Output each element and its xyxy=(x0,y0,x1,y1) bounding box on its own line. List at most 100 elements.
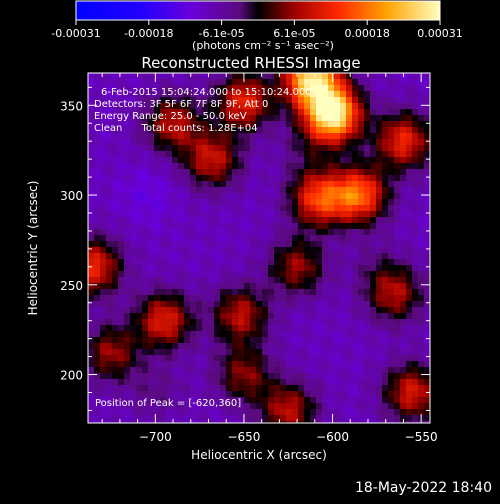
heatmap-cell xyxy=(400,199,407,206)
heatmap-cell xyxy=(154,325,161,332)
heatmap-cell xyxy=(370,127,377,134)
heatmap-cell xyxy=(322,355,329,362)
heatmap-cell xyxy=(268,295,275,302)
heatmap-cell xyxy=(142,79,149,86)
heatmap-cell xyxy=(166,415,173,422)
heatmap-cell xyxy=(334,85,341,92)
heatmap-cell xyxy=(382,121,389,128)
heatmap-cell xyxy=(196,169,203,176)
heatmap-cell xyxy=(244,367,251,374)
heatmap-cell xyxy=(244,409,251,416)
heatmap-cell xyxy=(322,331,329,338)
heatmap-cell xyxy=(214,247,221,254)
heatmap-cell xyxy=(334,199,341,206)
heatmap-cell xyxy=(88,277,95,284)
heatmap-cell xyxy=(286,373,293,380)
heatmap-cell xyxy=(274,271,281,278)
heatmap-cell xyxy=(130,115,137,122)
heatmap-cell xyxy=(184,277,191,284)
heatmap-cell xyxy=(316,91,323,98)
heatmap-cell xyxy=(412,283,419,290)
heatmap-cell xyxy=(106,169,113,176)
heatmap-cell xyxy=(94,97,101,104)
heatmap-cell xyxy=(250,301,257,308)
heatmap-cell xyxy=(256,391,263,398)
heatmap-cell xyxy=(364,139,371,146)
heatmap-cell xyxy=(226,367,233,374)
heatmap-cell xyxy=(412,409,419,416)
heatmap-cell xyxy=(154,175,161,182)
heatmap-cell xyxy=(256,235,263,242)
heatmap-cell xyxy=(286,73,293,80)
heatmap-cell xyxy=(232,187,239,194)
heatmap-cell xyxy=(322,415,329,422)
heatmap-cell xyxy=(304,415,311,422)
heatmap-cell xyxy=(394,397,401,404)
heatmap-cell xyxy=(274,187,281,194)
heatmap-cell xyxy=(118,313,125,320)
heatmap-cell xyxy=(88,421,95,423)
heatmap-cell xyxy=(94,283,101,290)
heatmap-cell xyxy=(412,169,419,176)
heatmap-cell xyxy=(220,133,227,140)
heatmap-cell xyxy=(358,175,365,182)
heatmap-cell xyxy=(148,199,155,206)
heatmap-cell xyxy=(148,205,155,212)
heatmap-cell xyxy=(250,253,257,260)
heatmap-cell xyxy=(184,139,191,146)
heatmap-cell xyxy=(148,319,155,326)
heatmap-cell xyxy=(160,205,167,212)
heatmap-cell xyxy=(418,211,425,218)
heatmap-cell xyxy=(130,373,137,380)
heatmap-cell xyxy=(328,271,335,278)
heatmap-cell xyxy=(292,151,299,158)
heatmap-cell xyxy=(412,415,419,422)
heatmap-cell xyxy=(136,163,143,170)
heatmap-cell xyxy=(376,265,383,272)
heatmap-cell xyxy=(298,241,305,248)
heatmap-cell xyxy=(142,379,149,386)
heatmap-cell xyxy=(358,349,365,356)
heatmap-cell xyxy=(178,283,185,290)
heatmap-cell xyxy=(358,157,365,164)
heatmap-cell xyxy=(262,103,269,110)
heatmap-cell xyxy=(400,211,407,218)
heatmap-cell xyxy=(142,85,149,92)
heatmap-cell xyxy=(142,295,149,302)
heatmap-cell xyxy=(100,247,107,254)
colorbar-tick-label: -6.1e-05 xyxy=(198,27,244,40)
heatmap-cell xyxy=(142,157,149,164)
heatmap-cell xyxy=(388,409,395,416)
heatmap-cell xyxy=(208,373,215,380)
heatmap-cell xyxy=(412,181,419,188)
heatmap-cell xyxy=(316,397,323,404)
heatmap-cell xyxy=(208,277,215,284)
heatmap-cell xyxy=(388,391,395,398)
heatmap-cell xyxy=(400,151,407,158)
heatmap-cell xyxy=(376,355,383,362)
heatmap-cell xyxy=(352,265,359,272)
heatmap-cell xyxy=(394,211,401,218)
heatmap-cell xyxy=(220,373,227,380)
heatmap-cell xyxy=(322,169,329,176)
heatmap-cell xyxy=(136,79,143,86)
heatmap-cell xyxy=(292,79,299,86)
heatmap-cell xyxy=(178,103,185,110)
heatmap-cell xyxy=(136,223,143,230)
heatmap-cell xyxy=(166,403,173,410)
heatmap-cell xyxy=(292,91,299,98)
heatmap-cell xyxy=(106,175,113,182)
heatmap-cell xyxy=(352,229,359,236)
heatmap-cell xyxy=(172,307,179,314)
heatmap-cell xyxy=(388,277,395,284)
heatmap-cell xyxy=(106,229,113,236)
heatmap-cell xyxy=(268,253,275,260)
heatmap-cell xyxy=(292,85,299,92)
heatmap-cell xyxy=(160,163,167,170)
heatmap-cell xyxy=(202,313,209,320)
heatmap-cell xyxy=(154,199,161,206)
heatmap-cell xyxy=(262,301,269,308)
heatmap-cell xyxy=(130,295,137,302)
heatmap-cell xyxy=(298,355,305,362)
heatmap-cell xyxy=(88,169,95,176)
